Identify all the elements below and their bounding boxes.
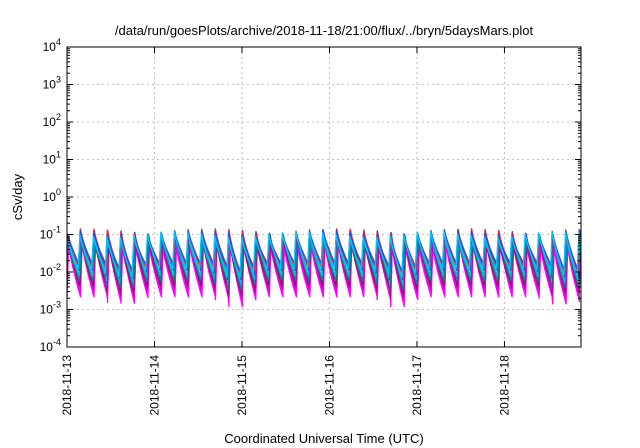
y-tick-label: 10-4	[40, 337, 61, 354]
x-axis: 2018-11-13 2018-11-14 2018-11-15 2018-11-16…	[60, 47, 511, 416]
grid	[67, 47, 581, 347]
y-tick-label: 102	[43, 112, 61, 129]
x-tick-label: 2018-11-17	[410, 355, 424, 416]
y-tick-label: 10-3	[40, 300, 61, 317]
y-axis: 10-4 10-3 10-2 10-1 100 101 102 103 104	[40, 37, 581, 354]
y-tick-label: 101	[43, 150, 61, 167]
x-tick-label: 2018-11-15	[235, 355, 249, 416]
x-tick-label: 2018-11-16	[322, 355, 336, 416]
y-tick-label: 10-1	[40, 225, 61, 242]
series-layer	[66, 228, 582, 308]
series-line	[66, 231, 582, 279]
y-tick-label: 10-2	[40, 262, 61, 279]
x-tick-label: 2018-11-18	[497, 355, 511, 416]
y-tick-label: 100	[43, 187, 61, 204]
y-tick-label: 104	[43, 37, 61, 54]
x-tick-label: 2018-11-14	[147, 355, 161, 416]
x-tick-label: 2018-11-13	[60, 355, 74, 416]
chart-title: /data/run/goesPlots/archive/2018-11-18/2…	[115, 23, 534, 38]
y-tick-label: 103	[43, 75, 61, 92]
y-axis-title: cSv/day	[10, 173, 25, 220]
x-axis-title: Coordinated Universal Time (UTC)	[224, 431, 423, 446]
